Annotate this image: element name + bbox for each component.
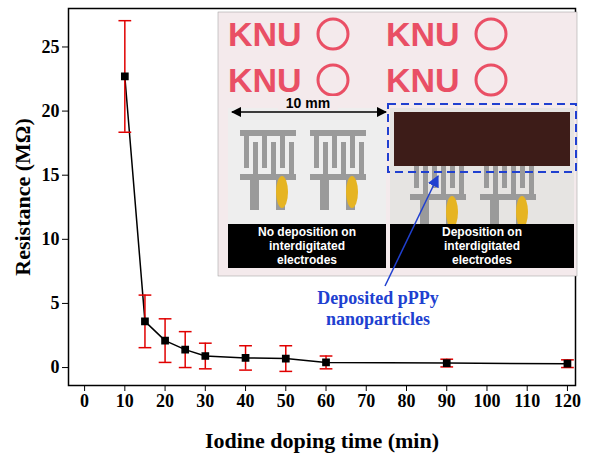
svg-text:60: 60 xyxy=(317,391,335,411)
svg-text:30: 30 xyxy=(196,391,214,411)
svg-text:15: 15 xyxy=(42,165,60,185)
svg-text:110: 110 xyxy=(514,391,540,411)
svg-text:100: 100 xyxy=(473,391,500,411)
svg-text:10: 10 xyxy=(42,229,60,249)
svg-text:KNU: KNU xyxy=(228,61,302,99)
svg-text:Iodine doping time (min): Iodine doping time (min) xyxy=(205,428,439,453)
svg-text:Resistance (MΩ): Resistance (MΩ) xyxy=(10,118,35,276)
svg-text:Deposition oninterdigitatedele: Deposition oninterdigitatedelectrodes xyxy=(442,225,522,267)
svg-text:KNU: KNU xyxy=(386,61,460,99)
svg-text:90: 90 xyxy=(438,391,456,411)
svg-text:80: 80 xyxy=(398,391,416,411)
svg-text:10 mm: 10 mm xyxy=(286,95,330,111)
svg-text:Deposited pPPynanoparticles: Deposited pPPynanoparticles xyxy=(317,288,439,329)
svg-text:10: 10 xyxy=(116,391,134,411)
svg-text:0: 0 xyxy=(80,391,89,411)
svg-text:40: 40 xyxy=(237,391,255,411)
svg-text:KNU: KNU xyxy=(386,15,460,53)
svg-text:20: 20 xyxy=(156,391,174,411)
svg-text:5: 5 xyxy=(51,293,60,313)
svg-text:25: 25 xyxy=(42,37,60,57)
svg-text:120: 120 xyxy=(554,391,581,411)
svg-text:20: 20 xyxy=(42,101,60,121)
svg-text:No deposition oninterdigitated: No deposition oninterdigitatedelectrodes xyxy=(258,225,356,267)
svg-text:KNU: KNU xyxy=(228,15,302,53)
svg-text:50: 50 xyxy=(277,391,295,411)
svg-text:70: 70 xyxy=(357,391,375,411)
svg-text:0: 0 xyxy=(51,357,60,377)
